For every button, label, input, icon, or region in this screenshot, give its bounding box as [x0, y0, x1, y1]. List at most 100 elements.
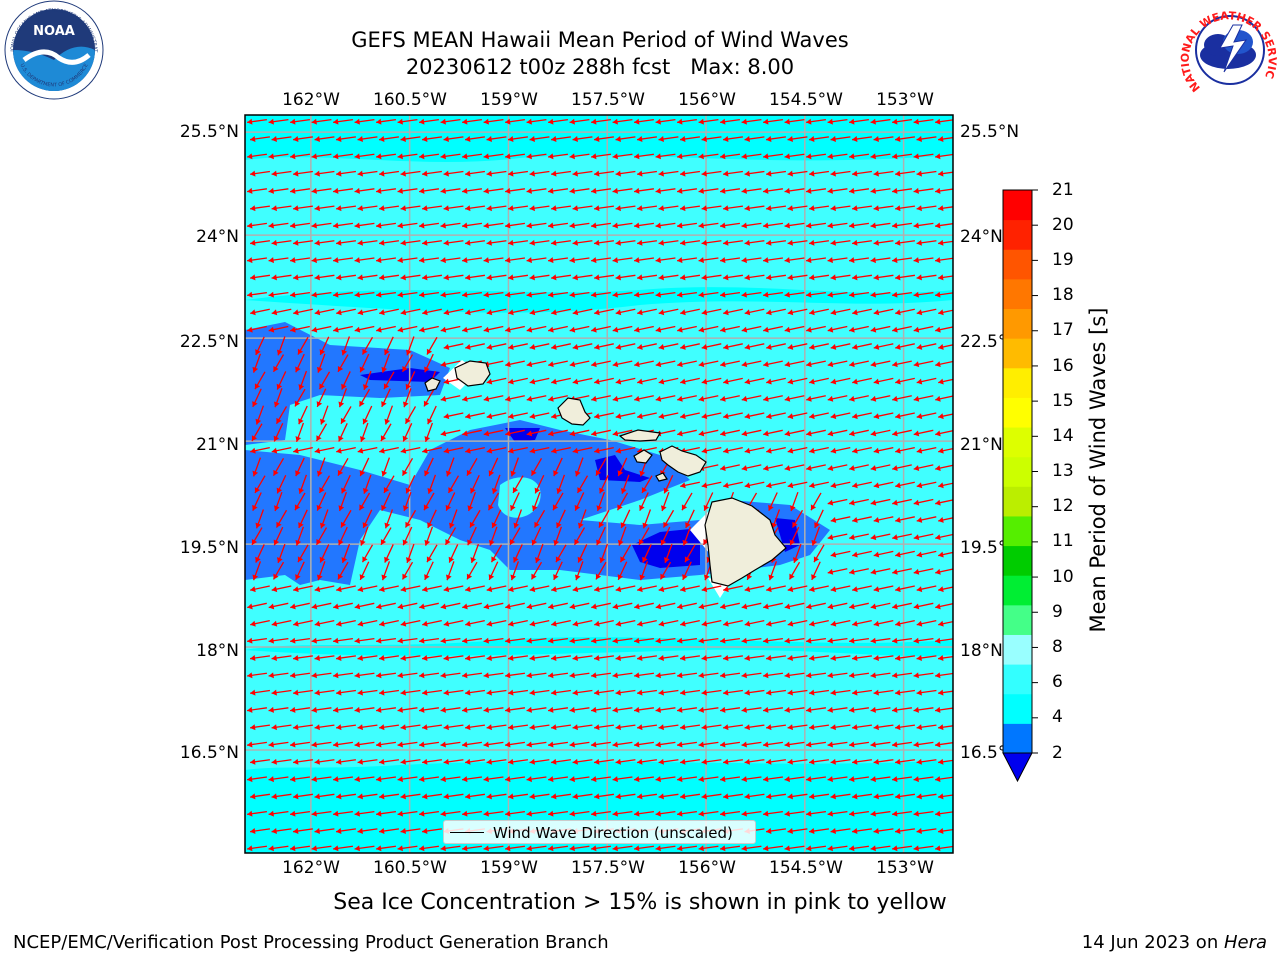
wave-direction-arrowhead — [462, 326, 468, 333]
wave-direction-arrowhead — [483, 776, 489, 783]
wave-direction-arrowhead — [529, 655, 535, 661]
wave-direction-arrowhead — [615, 758, 621, 765]
island-molokai — [618, 429, 661, 442]
wave-direction-arrowhead — [639, 574, 646, 581]
wave-direction-arrowhead — [311, 291, 317, 298]
wave-direction-arrowhead — [634, 810, 640, 817]
wave-direction-arrowhead — [419, 776, 425, 783]
wave-direction-arrowhead — [655, 776, 661, 783]
wave-direction-arrowhead — [336, 758, 342, 765]
wave-direction-arrowhead — [400, 309, 407, 316]
wave-direction-arrowhead — [337, 469, 344, 476]
wave-direction-arrowhead — [870, 568, 877, 575]
wave-direction-arrowhead — [744, 724, 750, 731]
wave-direction-arrowhead — [268, 810, 274, 817]
wave-direction-arrowhead — [870, 326, 877, 333]
wave-direction-arrowhead — [916, 274, 922, 281]
wave-direction-arrowhead — [741, 672, 747, 679]
wave-direction-arrowhead — [333, 257, 339, 264]
wave-direction-arrowhead — [400, 758, 406, 765]
wave-direction-arrowhead — [615, 344, 622, 350]
colorbar-tick: 16 — [1052, 356, 1074, 376]
wave-direction-arrowhead — [615, 136, 621, 142]
wave-direction-arrowhead — [612, 845, 618, 852]
wave-direction-arrowhead — [529, 689, 535, 696]
wave-direction-arrowhead — [491, 522, 498, 528]
wave-direction-arrowhead — [720, 257, 726, 264]
wave-direction-arrowhead — [529, 170, 535, 177]
wave-direction-arrowhead — [741, 465, 748, 471]
wave-direction-arrowhead — [741, 257, 747, 264]
wave-direction-arrowhead — [465, 793, 471, 800]
wave-direction-arrowhead — [357, 136, 363, 142]
wave-direction-arrowhead — [379, 724, 385, 731]
wave-direction-arrowhead — [892, 395, 898, 402]
wave-direction-arrowhead — [892, 845, 898, 852]
wave-direction-arrowhead — [336, 170, 342, 177]
wave-direction-arrowhead — [809, 620, 815, 627]
wave-direction-arrowhead — [806, 706, 812, 713]
wave-direction-arrowhead — [440, 222, 446, 229]
wave-direction-arrowhead — [768, 574, 775, 581]
wave-direction-arrowhead — [720, 465, 726, 471]
wave-direction-arrowhead — [680, 205, 686, 212]
wave-direction-arrowhead — [250, 620, 256, 627]
wave-direction-arrowhead — [637, 205, 643, 212]
wave-direction-arrowhead — [591, 222, 597, 229]
wave-direction-arrowhead — [336, 447, 342, 454]
wave-direction-arrowhead — [569, 153, 575, 160]
wave-direction-arrowhead — [789, 539, 796, 546]
wave-direction-arrowhead — [637, 655, 643, 661]
wave-direction-arrowhead — [529, 586, 536, 593]
wave-direction-arrowhead — [486, 689, 492, 696]
wave-direction-arrowhead — [849, 499, 855, 506]
wave-direction-arrowhead — [465, 309, 471, 316]
wave-direction-arrowhead — [677, 672, 683, 679]
colorbar-tick: 11 — [1052, 531, 1074, 551]
wave-direction-arrowhead — [938, 482, 944, 489]
wave-direction-arrowhead — [849, 776, 855, 783]
wave-direction-arrowhead — [849, 153, 855, 160]
wave-direction-arrowhead — [336, 586, 342, 593]
wave-direction-arrowhead — [465, 274, 471, 281]
wave-direction-arrowhead — [720, 741, 726, 748]
wave-direction-arrowhead — [723, 170, 729, 177]
wave-direction-arrowhead — [505, 430, 511, 437]
wave-direction-arrowhead — [333, 291, 339, 298]
wave-direction-arrowhead — [397, 741, 403, 748]
wave-direction-arrowhead — [935, 706, 941, 713]
wave-direction-arrowhead — [701, 689, 707, 696]
wave-direction-arrowhead — [744, 205, 750, 212]
wave-direction-arrowhead — [247, 706, 253, 713]
wave-direction-arrowhead — [935, 465, 941, 471]
wave-direction-arrowhead — [634, 118, 640, 125]
wave-direction-arrowhead — [440, 845, 446, 852]
wave-direction-arrowhead — [827, 499, 834, 506]
wave-direction-arrowhead — [634, 845, 640, 852]
wave-direction-arrowhead — [271, 274, 277, 281]
wave-direction-arrowhead — [809, 482, 815, 489]
wave-direction-arrowhead — [852, 724, 858, 731]
wave-direction-arrowhead — [913, 568, 920, 575]
wave-direction-arrowhead — [551, 793, 557, 800]
wave-direction-arrowhead — [556, 487, 563, 494]
wave-direction-arrowhead — [572, 170, 578, 177]
wave-direction-arrowhead — [870, 291, 876, 298]
wave-direction-arrowhead — [637, 344, 643, 350]
wave-direction-arrowhead — [290, 672, 296, 679]
wave-direction-arrowhead — [870, 430, 877, 437]
wave-direction-arrowhead — [397, 845, 403, 852]
wave-direction-arrowhead — [827, 153, 833, 160]
wave-direction-arrowhead — [849, 637, 855, 644]
wave-direction-arrowhead — [916, 689, 922, 696]
wave-direction-arrowhead — [852, 620, 858, 627]
wave-direction-arrowhead — [870, 845, 876, 852]
wave-direction-arrowhead — [787, 586, 794, 593]
wave-direction-arrowhead — [316, 504, 323, 511]
wave-direction-arrowhead — [513, 522, 520, 529]
wave-direction-arrowhead — [572, 758, 578, 765]
wave-direction-arrowhead — [247, 603, 253, 610]
wave-direction-arrowhead — [400, 274, 406, 281]
wave-direction-arrowhead — [526, 845, 532, 852]
wave-direction-arrowhead — [574, 470, 581, 477]
